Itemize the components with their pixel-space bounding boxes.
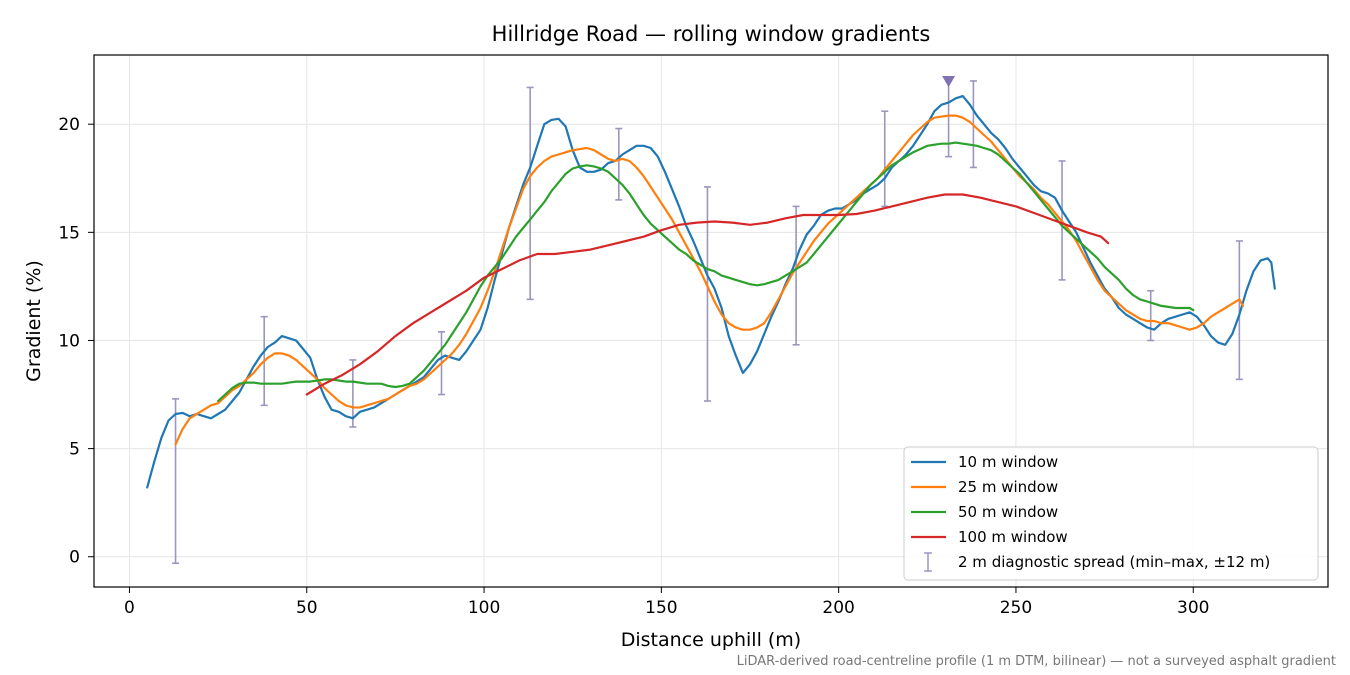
footnote: LiDAR-derived road-centreline profile (1… bbox=[737, 654, 1336, 669]
errorbar bbox=[792, 205, 800, 346]
x-tick-label: 150 bbox=[645, 598, 677, 618]
y-tick-label: 15 bbox=[58, 223, 80, 243]
y-tick-label: 20 bbox=[58, 115, 80, 135]
legend-label-100m: 100 m window bbox=[958, 528, 1068, 546]
legend-label-25m: 25 m window bbox=[958, 478, 1058, 496]
y-tick-label: 10 bbox=[58, 331, 80, 351]
y-tick-label: 5 bbox=[69, 440, 80, 460]
x-axis-label: Distance uphill (m) bbox=[621, 629, 801, 651]
series-line-3 bbox=[305, 193, 1110, 396]
legend-box bbox=[903, 446, 1319, 581]
series-line-0 bbox=[146, 95, 1276, 489]
peak-marker-group bbox=[942, 75, 956, 87]
series-line-2 bbox=[217, 141, 1195, 403]
series-group bbox=[146, 95, 1276, 489]
legend-label-50m: 50 m window bbox=[958, 503, 1058, 521]
errorbar bbox=[526, 86, 534, 301]
x-axis-ticks: 0 50 100 150 200 250 300 bbox=[124, 587, 1209, 618]
legend-label-errorbar: 2 m diagnostic spread (min–max, ±12 m) bbox=[958, 553, 1270, 571]
legend-swatch-errorbar bbox=[924, 552, 932, 572]
x-tick-label: 100 bbox=[468, 598, 500, 618]
errorbar bbox=[1147, 289, 1155, 342]
errorbar bbox=[172, 398, 180, 565]
x-tick-label: 250 bbox=[1000, 598, 1032, 618]
errorbar bbox=[881, 110, 889, 208]
x-tick-label: 0 bbox=[124, 598, 135, 618]
x-tick-label: 300 bbox=[1177, 598, 1209, 618]
y-axis-ticks: 0 5 10 15 20 bbox=[58, 115, 94, 568]
errorbar bbox=[615, 127, 623, 201]
x-tick-label: 50 bbox=[296, 598, 318, 618]
legend-label-10m: 10 m window bbox=[958, 453, 1058, 471]
series-line-1 bbox=[174, 114, 1244, 446]
chart-title: Hillridge Road — rolling window gradient… bbox=[492, 22, 931, 46]
errorbar bbox=[349, 359, 357, 428]
peak-marker bbox=[942, 75, 956, 87]
plot-frame bbox=[93, 54, 1329, 588]
errorbar bbox=[1235, 240, 1243, 381]
x-tick-label: 200 bbox=[822, 598, 854, 618]
legend: 10 m window 25 m window 50 m window 100 … bbox=[903, 446, 1319, 581]
y-axis-label: Gradient (%) bbox=[23, 260, 45, 382]
y-tick-label: 0 bbox=[69, 548, 80, 568]
